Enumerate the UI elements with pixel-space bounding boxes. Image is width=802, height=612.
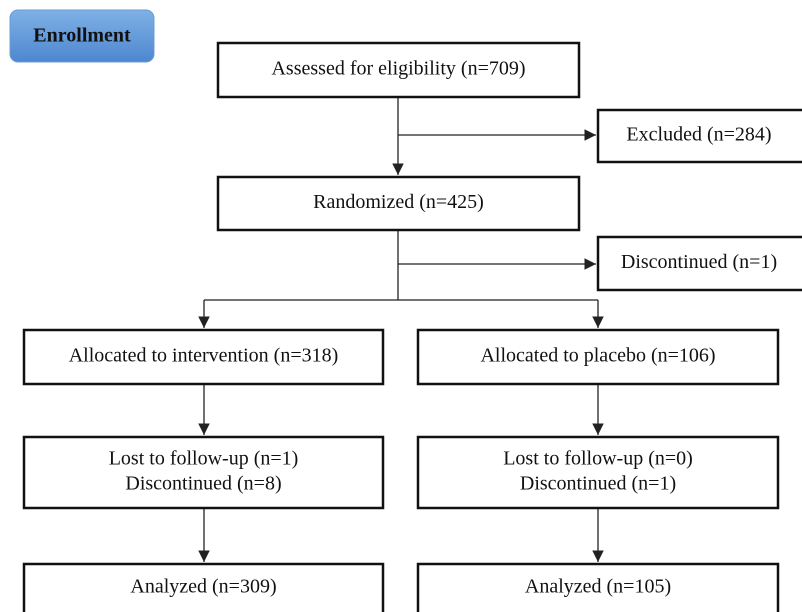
node-label: Discontinued (n=1) [621, 251, 777, 273]
node-label: Assessed for eligibility (n=709) [271, 58, 525, 80]
node-box [596, 108, 802, 164]
node-box [596, 235, 802, 292]
stage-badge [9, 9, 155, 63]
node-label: Allocated to placebo (n=106) [480, 345, 715, 367]
stage-label: Enrollment [33, 25, 131, 47]
node-label: Analyzed (n=309) [130, 576, 276, 598]
node-label: Lost to follow-up (n=1) [109, 448, 299, 470]
node-label: Randomized (n=425) [313, 191, 484, 213]
connectors [198, 97, 604, 562]
node-box [416, 435, 780, 510]
nodes: Assessed for eligibility (n=709) Excluded… [22, 41, 802, 612]
node-box [216, 175, 581, 232]
node-box [216, 41, 581, 99]
node-label: Discontinued (n=1) [520, 473, 676, 495]
node-label: Allocated to intervention (n=318) [69, 345, 339, 367]
node-label: Analyzed (n=105) [525, 576, 671, 598]
node-label: Excluded (n=284) [626, 124, 771, 146]
node-box [22, 435, 385, 510]
node-box [416, 328, 780, 386]
node-label: Lost to follow-up (n=0) [503, 448, 693, 470]
node-box [22, 328, 385, 386]
node-label: Discontinued (n=8) [125, 473, 281, 495]
node-box [416, 562, 780, 612]
node-box [22, 562, 385, 612]
